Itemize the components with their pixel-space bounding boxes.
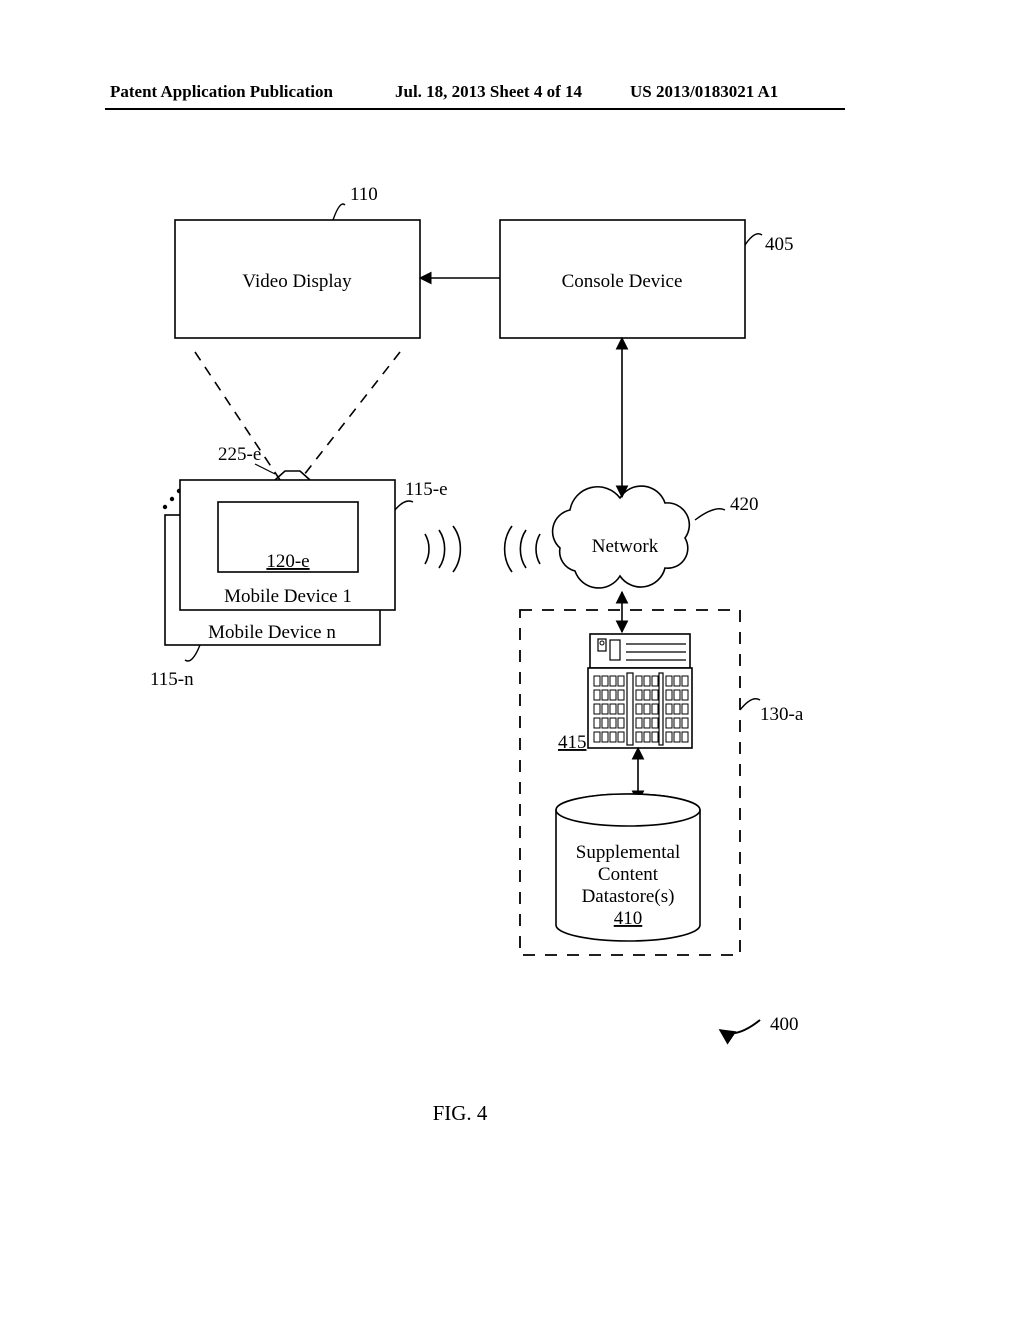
overall-ref: 400 <box>720 1014 799 1035</box>
header-pubnum: US 2013/0183021 A1 <box>630 82 778 102</box>
ref-225e: 225-e <box>218 444 261 465</box>
video-display-label: Video Display <box>242 271 352 292</box>
ref-415: 415 <box>558 732 587 753</box>
datastore-line2: Content <box>598 864 659 885</box>
figure-label: FIG. 4 <box>433 1101 488 1125</box>
ref-115e: 115-e <box>405 479 448 500</box>
header-rule <box>105 108 845 110</box>
edge-display-camera-right <box>300 352 400 480</box>
ref-420: 420 <box>730 494 759 515</box>
header-publication: Patent Application Publication <box>110 82 333 102</box>
ref-115n: 115-n <box>150 669 194 690</box>
mobile-device-1-node: 120-e Mobile Device 1 115-e 225-e <box>180 444 448 610</box>
video-display-node: Video Display 110 <box>175 184 420 338</box>
figure-diagram: Video Display 110 Console Device 405 Mob… <box>0 150 1024 1250</box>
network-label: Network <box>592 536 659 557</box>
ref-405: 405 <box>765 234 794 255</box>
ref-120e: 120-e <box>266 551 309 572</box>
datastore-line3: Datastore(s) <box>582 886 675 907</box>
ref-400: 400 <box>770 1014 799 1035</box>
mobile1-label: Mobile Device 1 <box>224 586 352 607</box>
datastore-node: Supplemental Content Datastore(s) 410 <box>556 794 700 941</box>
wireless-waves-right <box>505 526 540 572</box>
ref-130a: 130-a <box>760 704 804 725</box>
ref-110: 110 <box>350 184 378 205</box>
datastore-line1: Supplemental <box>576 842 680 863</box>
network-cloud: Network 420 <box>553 486 759 588</box>
mobile-n-label: Mobile Device n <box>208 622 336 643</box>
wireless-waves-left <box>425 526 460 572</box>
server-node: 415 <box>558 634 692 753</box>
header-date-sheet: Jul. 18, 2013 Sheet 4 of 14 <box>395 82 582 102</box>
stack-dots <box>163 489 181 509</box>
ref-410: 410 <box>614 908 643 929</box>
console-device-node: Console Device 405 <box>500 220 794 338</box>
console-label: Console Device <box>562 271 683 292</box>
